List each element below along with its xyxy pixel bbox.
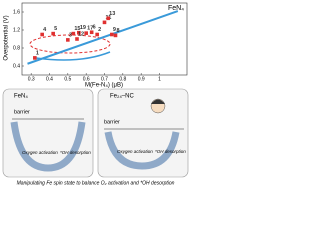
caption: Manipulating Fe spin state to balance O₂…	[17, 180, 175, 186]
point-label: 17	[87, 26, 93, 32]
y-tick-label: 0.8	[13, 45, 20, 51]
point	[84, 31, 88, 35]
energy-well	[10, 121, 86, 172]
point	[95, 32, 99, 37]
point-label: 8	[117, 28, 120, 34]
point-label: 2	[98, 27, 101, 33]
point	[71, 31, 76, 36]
point-label: 1	[36, 50, 39, 56]
point	[106, 16, 110, 21]
point-label: 13	[109, 11, 115, 17]
fit-line	[27, 10, 179, 65]
left-label: Oxygen activation	[117, 149, 153, 154]
x-axis-label: M(Fe-N₄) (μB)	[85, 83, 123, 89]
x-tick-label: 0.8	[119, 76, 126, 82]
point	[51, 31, 55, 36]
y-tick-label: 1.2	[13, 27, 20, 33]
point-label: 6	[93, 25, 96, 31]
cartoon-hair	[151, 99, 165, 104]
panel-title: Fe₂₄–NC	[110, 94, 134, 100]
figure: Overpotential (V) M(Fe-N₄) (μB) FeN₄ FeN…	[2, 2, 189, 186]
right-label: *OH desorption	[155, 149, 186, 154]
point	[33, 56, 37, 60]
point	[110, 32, 114, 37]
point-label: 19	[80, 25, 86, 31]
x-tick-label: 0.6	[83, 76, 90, 82]
point	[75, 37, 79, 41]
point-label: 12	[78, 31, 84, 37]
y-tick-label: 0.4	[13, 63, 20, 69]
x-tick-label: 0.5	[64, 76, 71, 82]
point-label: 15	[74, 26, 80, 32]
barrier-label: barrier	[14, 109, 30, 115]
point	[40, 32, 44, 37]
barrier-label: barrier	[104, 119, 120, 125]
x-tick-label: 0.4	[46, 76, 53, 82]
point-label: 4	[43, 27, 47, 33]
left-label: Oxygen activation	[22, 150, 58, 155]
point-label: 9	[113, 27, 116, 33]
highlight-ellipse	[29, 34, 111, 54]
panel-title: FeN₄	[14, 94, 28, 100]
panel: Fe₂₄–NC barrier Oxygen activation *OH de…	[97, 88, 189, 178]
x-tick-label: 1	[158, 76, 161, 82]
right-label: *OH desorption	[60, 150, 91, 155]
point	[66, 38, 70, 42]
energy-well	[104, 131, 180, 170]
panel: FeN₄ barrier Oxygen activation *OH desor…	[2, 88, 94, 178]
point	[102, 20, 107, 25]
x-tick-label: 0.3	[28, 76, 35, 82]
y-tick-label: 1.6	[13, 9, 20, 15]
x-tick-label: 0.9	[138, 76, 145, 82]
point	[77, 30, 81, 35]
point	[89, 30, 94, 35]
annotation: FeN₄	[168, 5, 184, 12]
x-tick-label: 0.7	[101, 76, 108, 82]
point	[113, 33, 118, 38]
point-label: 5	[54, 26, 57, 32]
point-label: 3	[69, 32, 72, 38]
y-axis-label: Overpotential (V)	[4, 15, 10, 60]
